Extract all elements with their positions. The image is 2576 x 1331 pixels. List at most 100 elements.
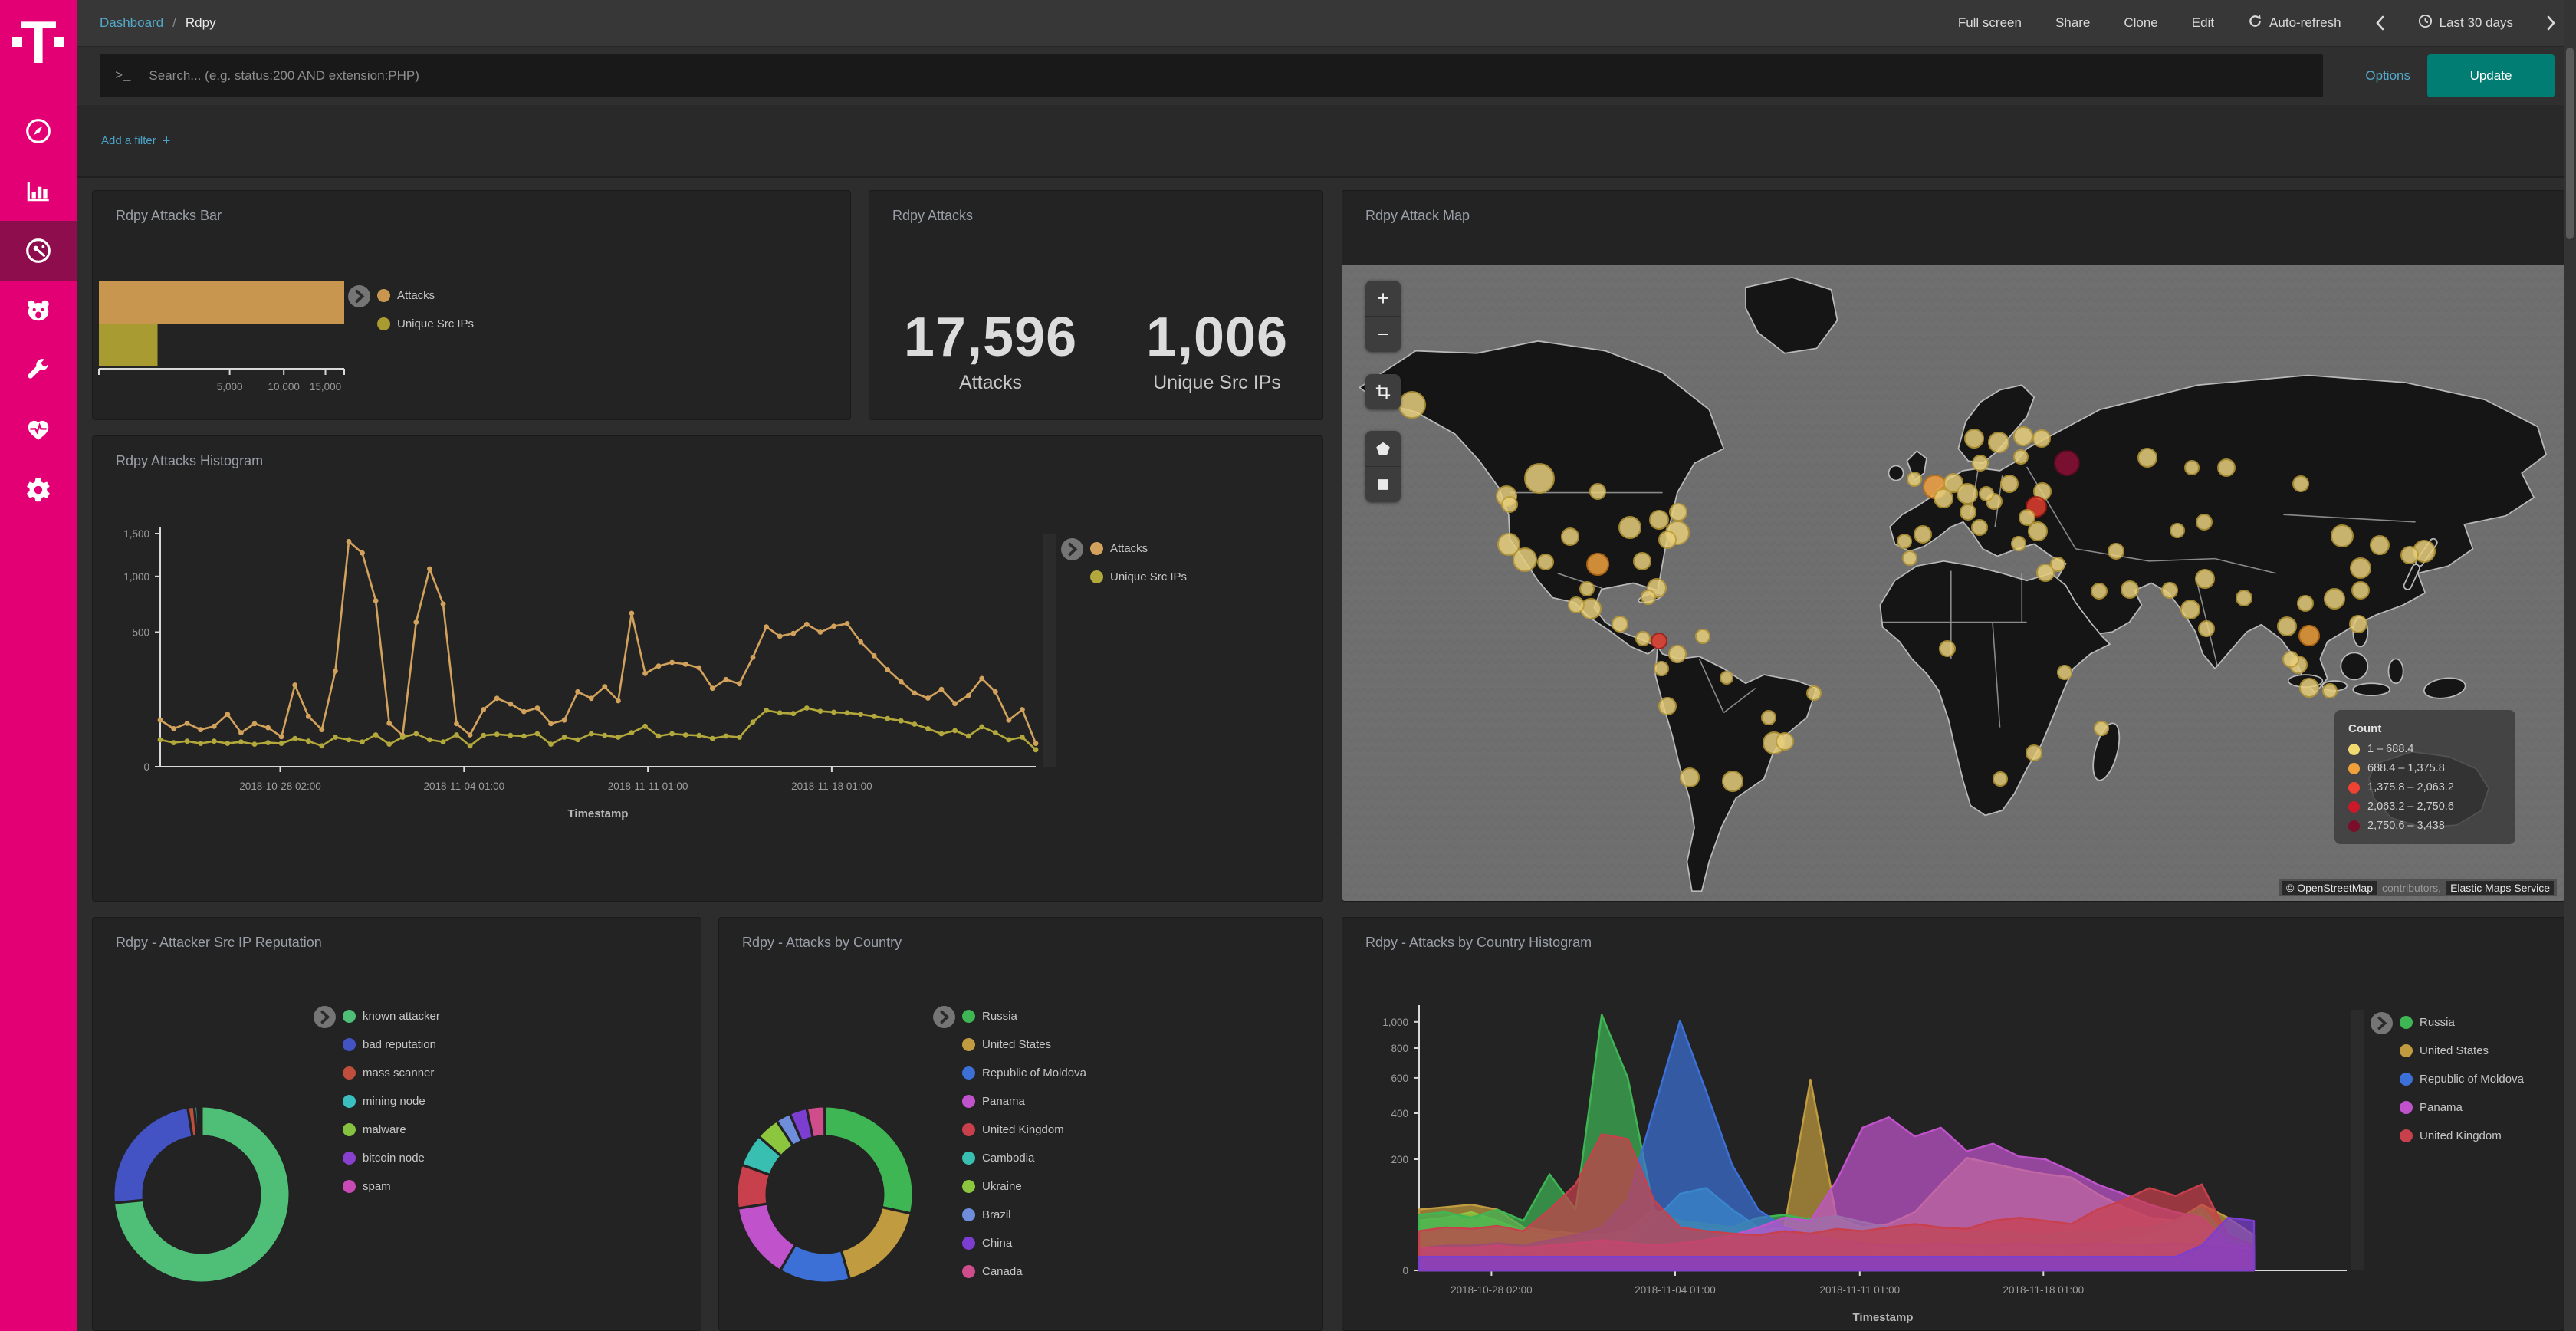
data-point[interactable] — [561, 735, 567, 740]
data-point[interactable] — [790, 630, 797, 636]
attacks-bar-chart[interactable]: 5,000 10,000 15,000 — [93, 191, 850, 419]
data-point[interactable] — [265, 740, 271, 745]
data-point[interactable] — [952, 701, 958, 707]
map-bubble[interactable] — [2236, 590, 2253, 607]
data-point[interactable] — [925, 695, 931, 701]
data-point[interactable] — [278, 741, 284, 746]
data-point[interactable] — [548, 721, 554, 727]
map-bubble[interactable] — [2010, 536, 2026, 552]
map-bubble[interactable] — [1988, 431, 2009, 453]
data-point[interactable] — [588, 731, 594, 737]
data-point[interactable] — [238, 730, 244, 735]
map-bubble[interactable] — [1536, 554, 1554, 571]
legend-expand-icon[interactable] — [932, 1005, 956, 1033]
data-point[interactable] — [898, 679, 904, 685]
openstreetmap-link[interactable]: © OpenStreetMap — [2282, 881, 2377, 895]
fullscreen-button[interactable]: Full screen — [1957, 15, 2022, 30]
data-point[interactable] — [251, 741, 258, 747]
data-point[interactable] — [454, 721, 459, 727]
data-point[interactable] — [790, 711, 797, 717]
map-bubble[interactable] — [2277, 616, 2298, 636]
legend-item[interactable]: Attacks — [1090, 534, 1187, 563]
bar-attacks[interactable] — [99, 281, 344, 324]
clone-button[interactable]: Clone — [2124, 15, 2158, 30]
data-point[interactable] — [616, 698, 621, 704]
map-bubble[interactable] — [1654, 661, 1669, 677]
map-zoom-in-button[interactable]: + — [1377, 286, 1389, 310]
data-point[interactable] — [494, 731, 500, 738]
data-point[interactable] — [803, 621, 810, 627]
map-bubble[interactable] — [2093, 720, 2109, 736]
map-bubble[interactable] — [1695, 629, 1711, 645]
data-point[interactable] — [629, 610, 635, 616]
map-bubble[interactable] — [1632, 551, 1651, 570]
map-bubble[interactable] — [2348, 614, 2367, 633]
donut-slice-Russia[interactable] — [823, 1105, 915, 1215]
map-bubble[interactable] — [1512, 547, 1537, 572]
map-bubble[interactable] — [2028, 521, 2048, 542]
map-bubble[interactable] — [2297, 595, 2315, 612]
map-bubble[interactable] — [2026, 744, 2043, 761]
map-bubble[interactable] — [1956, 482, 1978, 504]
legend-item[interactable]: United Kingdom — [962, 1116, 1086, 1144]
data-point[interactable] — [979, 675, 985, 682]
sidebar-item-wrench[interactable] — [0, 340, 77, 400]
data-point[interactable] — [885, 667, 891, 672]
data-point[interactable] — [1020, 735, 1025, 740]
share-button[interactable]: Share — [2055, 15, 2091, 30]
data-point[interactable] — [346, 737, 352, 743]
donut-slice-bad-reputation[interactable] — [112, 1106, 194, 1204]
update-button[interactable]: Update — [2427, 54, 2555, 97]
legend-item[interactable]: Brazil — [962, 1201, 1086, 1229]
data-point[interactable] — [669, 731, 675, 737]
map-bubble[interactable] — [2137, 448, 2158, 468]
data-point[interactable] — [211, 738, 217, 744]
data-point[interactable] — [494, 695, 500, 702]
map-bubble[interactable] — [1497, 532, 1520, 556]
map-bubble[interactable] — [2298, 677, 2319, 698]
legend-item[interactable]: Attacks — [377, 281, 474, 310]
data-point[interactable] — [831, 623, 836, 629]
country-histogram-chart[interactable]: 0 200 400 600 800 1,000 2018-10-28 02:00 2018-1… — [1342, 918, 2564, 1331]
data-point[interactable] — [696, 732, 702, 738]
map-bubble[interactable] — [1611, 615, 1628, 633]
data-point[interactable] — [211, 723, 217, 729]
data-point[interactable] — [723, 676, 729, 682]
options-link[interactable]: Options — [2365, 68, 2410, 83]
data-point[interactable] — [682, 661, 688, 667]
map-bubble[interactable] — [2183, 459, 2200, 475]
add-filter-button[interactable]: Add a filter + — [101, 133, 171, 148]
map-bubble[interactable] — [1586, 552, 1610, 576]
data-point[interactable] — [817, 629, 823, 635]
map-bubble[interactable] — [1567, 596, 1585, 613]
data-point[interactable] — [265, 725, 271, 731]
map-bubble[interactable] — [2169, 522, 2185, 538]
data-point[interactable] — [709, 735, 715, 741]
map-bubble[interactable] — [1979, 485, 1994, 501]
data-point[interactable] — [764, 708, 769, 713]
bar-unique-src-ips[interactable] — [99, 324, 158, 366]
map-bubble[interactable] — [1579, 581, 1595, 596]
legend-item[interactable]: United Kingdom — [2400, 1122, 2524, 1150]
data-point[interactable] — [656, 663, 662, 669]
legend-item[interactable]: Panama — [2400, 1093, 2524, 1122]
map-bubble[interactable] — [1970, 518, 1988, 536]
data-point[interactable] — [871, 652, 877, 659]
data-point[interactable] — [723, 733, 729, 739]
data-point[interactable] — [682, 732, 688, 738]
legend-item[interactable]: Republic of Moldova — [2400, 1065, 2524, 1093]
map-bubble[interactable] — [1501, 495, 1519, 513]
data-point[interactable] — [1006, 737, 1012, 743]
legend-expand-icon[interactable] — [347, 284, 371, 312]
map-bubble[interactable] — [1668, 645, 1687, 664]
legend-item[interactable]: Unique Src IPs — [377, 310, 474, 338]
data-point[interactable] — [427, 566, 432, 572]
map-bubble[interactable] — [2120, 580, 2139, 599]
data-point[interactable] — [1033, 747, 1039, 753]
data-point[interactable] — [386, 741, 393, 747]
data-point[interactable] — [319, 727, 325, 732]
data-point[interactable] — [225, 712, 231, 717]
data-point[interactable] — [764, 624, 769, 629]
donut-slice-United-States[interactable] — [840, 1206, 912, 1280]
map-bubble[interactable] — [1806, 685, 1822, 701]
